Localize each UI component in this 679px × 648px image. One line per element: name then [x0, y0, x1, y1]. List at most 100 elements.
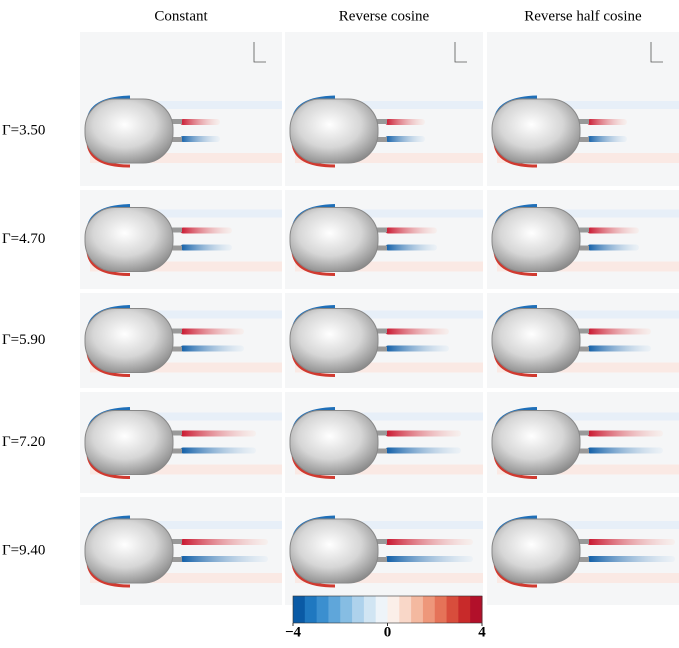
nozzle — [373, 557, 387, 562]
jet-red — [587, 328, 651, 335]
body — [491, 518, 581, 584]
jet-blue — [180, 556, 268, 562]
axis-triad — [253, 42, 266, 63]
wake-blue — [547, 412, 679, 421]
wake-red — [90, 261, 282, 272]
flow-panel — [285, 392, 483, 493]
jet-red — [180, 430, 256, 437]
body — [491, 308, 581, 373]
wake-blue — [140, 521, 282, 529]
colorbar-swatch — [375, 596, 388, 623]
nozzle — [373, 137, 387, 142]
body — [84, 518, 174, 584]
jet-red — [385, 227, 437, 234]
wake-blue — [547, 209, 679, 218]
nozzle — [168, 557, 182, 562]
jet-blue — [180, 244, 232, 251]
jet-blue — [385, 556, 473, 562]
nozzle — [575, 137, 589, 142]
jet-blue — [587, 556, 675, 562]
body — [84, 207, 174, 272]
jet-blue — [587, 345, 651, 352]
wake-red — [90, 153, 282, 163]
colorbar-swatch — [422, 596, 436, 623]
wake-blue — [345, 101, 483, 109]
flow-panel — [80, 293, 282, 388]
nozzle — [373, 227, 387, 233]
wake-red — [295, 261, 483, 272]
colorbar-swatch — [363, 596, 377, 623]
body — [84, 98, 174, 164]
axis-triad — [650, 42, 663, 63]
colorbar-swatch — [328, 596, 341, 623]
colorbar-swatch — [411, 596, 424, 623]
row-label: Γ=4.70 — [2, 231, 45, 247]
wake-blue — [345, 412, 483, 421]
nozzle — [168, 430, 182, 436]
jet-blue — [587, 244, 639, 251]
wake-blue — [140, 101, 282, 109]
wake-red — [90, 573, 282, 583]
row-label: Γ=5.90 — [2, 332, 45, 348]
flow-panel — [285, 32, 483, 186]
flow-panel — [80, 32, 282, 186]
jet-red — [180, 328, 244, 335]
colorbar-tick-label: 4 — [478, 624, 486, 640]
nozzle — [373, 539, 387, 544]
wake-red — [295, 573, 483, 583]
row-label: Γ=9.40 — [2, 542, 45, 558]
jet-blue — [385, 345, 449, 352]
axis-triad — [454, 42, 467, 63]
wake-blue — [345, 209, 483, 218]
jet-red — [587, 539, 675, 545]
column-header: Reverse cosine — [339, 8, 430, 24]
nozzle — [168, 245, 182, 251]
colorbar-swatch — [352, 596, 365, 623]
wake-red — [90, 362, 282, 373]
flow-panel — [487, 190, 679, 289]
colorbar-swatch — [293, 596, 306, 623]
colorbar-swatch — [387, 596, 400, 623]
jet-blue — [180, 136, 220, 142]
colorbar-tick-label: 0 — [384, 624, 392, 640]
jet-red — [385, 430, 461, 437]
flow-panel — [487, 497, 679, 605]
nozzle — [168, 328, 182, 334]
flow-panel — [285, 293, 483, 388]
wake-red — [295, 464, 483, 475]
flow-panel — [285, 497, 483, 605]
colorbar-swatch — [399, 596, 412, 623]
column-header: Reverse half cosine — [524, 8, 642, 24]
wake-red — [295, 362, 483, 373]
jet-blue — [180, 447, 256, 454]
jet-blue — [180, 345, 244, 352]
nozzle — [373, 119, 387, 124]
body — [289, 518, 379, 584]
body — [84, 410, 174, 475]
nozzle — [575, 119, 589, 124]
colorbar-swatch — [304, 596, 318, 623]
jet-red — [385, 328, 449, 335]
jet-blue — [385, 136, 425, 142]
jet-blue — [385, 447, 461, 454]
colorbar: −4 0 4 — [285, 595, 486, 640]
jet-blue — [587, 447, 663, 454]
flow-panel — [285, 190, 483, 289]
flow-panel — [80, 497, 282, 605]
wake-blue — [140, 310, 282, 319]
nozzle — [168, 119, 182, 124]
jet-red — [587, 430, 663, 437]
nozzle — [373, 346, 387, 352]
body — [289, 308, 379, 373]
colorbar-swatch — [316, 596, 329, 623]
nozzle — [575, 539, 589, 544]
jet-red — [180, 119, 220, 125]
body — [289, 98, 379, 164]
nozzle — [168, 346, 182, 352]
jet-red — [587, 227, 639, 234]
wake-blue — [547, 521, 679, 529]
nozzle — [575, 245, 589, 251]
labels: Constant Reverse cosine Reverse half cosin… — [2, 8, 642, 558]
wake-red — [497, 362, 679, 373]
